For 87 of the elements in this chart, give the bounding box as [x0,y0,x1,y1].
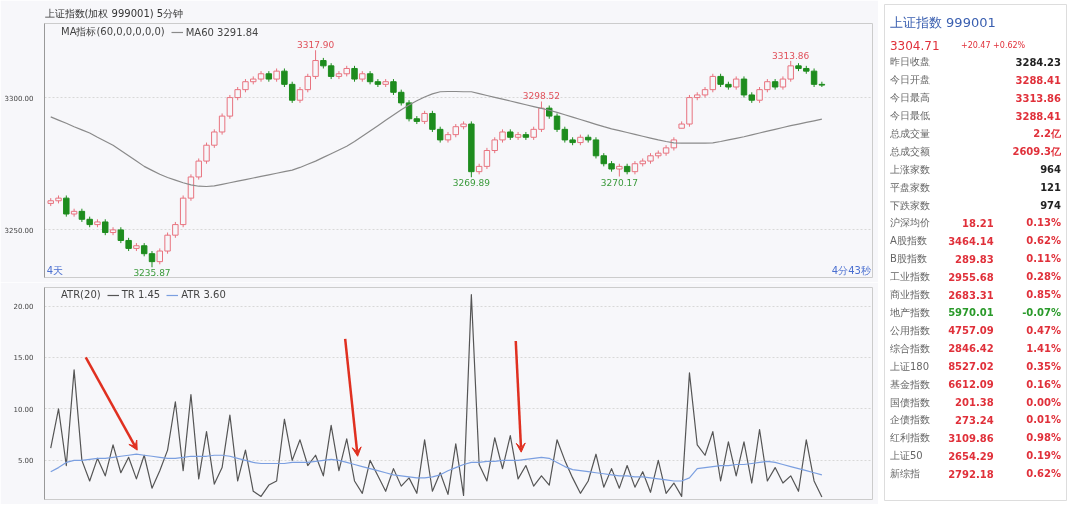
category-label: 今日最低 [889,110,930,122]
text: 3288.41 [1015,74,1062,86]
text: 273.24 [955,414,994,426]
text: 18.21 [962,217,994,229]
category-label: 昨日收盘 [889,56,930,68]
line-series [50,453,823,482]
line-series [50,90,823,188]
text: 3288.41 [1015,110,1062,122]
annotation: 3298.52 [522,91,561,102]
category-label: 地产指数 [889,306,930,318]
category-label: 平盘家数 [889,181,930,193]
text: 2.2亿 [1033,127,1062,139]
candlestick [70,208,78,218]
text: 0.11% [1026,253,1062,265]
text: 3304.71 +20.47 +0.62% [889,39,1026,54]
text: 3284.23 [1015,56,1062,68]
category-label: 基金指数 [889,378,930,390]
category-label: 综合指数 [889,342,930,354]
category-label: 红利指数 [889,432,930,444]
category-label: 总成交量 [889,127,930,139]
text: 0.98% [1026,432,1062,444]
text: 上证指数 999001 [889,14,996,30]
category-label: 下跌家数 [889,199,930,211]
text: -0.07% [1022,306,1062,318]
annotation: 3235.87 [133,268,171,279]
text: 0.62% [1026,468,1062,480]
annotation: 3313.86 [772,50,810,61]
legend-label: MA60 3291.84 [185,26,259,38]
text: 0.01% [1026,414,1062,426]
category-label: B股指数 [889,253,927,265]
category-label: 公用指数 [889,324,930,336]
category-label: 工业指数 [889,271,930,283]
text: 2955.68 [948,271,994,283]
candlestick [514,131,522,141]
text: 0.47% [1026,324,1062,336]
text: 1.41% [1026,342,1062,354]
text: 5970.01 [948,307,994,319]
text: 974 [1040,200,1062,212]
legend-title: MA指标(60,0,0,0,0,0) [61,25,165,39]
category-label: 企债指数 [889,414,930,426]
category-label: A股指数 [889,235,927,247]
text: 121 [1040,182,1062,194]
candlestick [63,194,70,218]
annotation: 3270.17 [600,177,638,188]
text: 8527.02 [948,361,994,373]
category-label: 今日最高 [889,92,930,104]
text: 0.00% [1026,396,1062,408]
category-label: 上证180 [889,360,930,372]
legend-label: ATR 3.60 [181,289,226,300]
category-label: 商业指数 [889,289,930,301]
text: 6612.09 [948,379,994,391]
chart-title: 上证指数(加权 999001) 5分钟 [44,7,184,19]
text: 4757.09 [948,325,994,337]
category-label: 上证50 [889,450,923,462]
text: 2846.42 [948,343,994,355]
text: 964 [1040,164,1062,176]
candlestick [522,131,530,141]
annotation: 3269.89 [452,178,491,189]
annotation: 3317.90 [296,40,335,51]
category-label: 今日开盘 [889,74,930,86]
text: 0.35% [1026,360,1062,372]
text: 3464.14 [948,235,994,247]
text: 0.28% [1026,271,1062,283]
text: 0.62% [1026,235,1062,247]
text: 2609.3亿 [1012,145,1062,157]
candlestick [109,226,117,236]
text: 0.19% [1026,450,1062,462]
category-label: 上涨家数 [889,163,930,175]
text: 3109.86 [948,432,994,444]
text: 0.85% [1026,289,1062,301]
legend-title: ATR(20) [61,289,101,300]
text: 2683.31 [948,289,994,301]
category-label: 新综指 [889,468,920,480]
category-label: 沪深均价 [889,217,930,229]
text: 0.13% [1026,217,1062,229]
text: 3313.86 [1015,92,1062,104]
text: 289.83 [955,253,994,265]
legend-label: TR 1.45 [121,289,161,300]
text: 0.16% [1026,378,1062,390]
candlestick [374,78,382,88]
text: 4分43秒 [831,264,871,276]
category-label: 总成交额 [889,145,930,157]
text: 2792.18 [948,468,994,480]
text: 2654.29 [948,450,994,462]
annotation: 4天 [46,264,64,276]
text: 201.38 [955,397,994,409]
category-label: 国债指数 [889,396,930,408]
